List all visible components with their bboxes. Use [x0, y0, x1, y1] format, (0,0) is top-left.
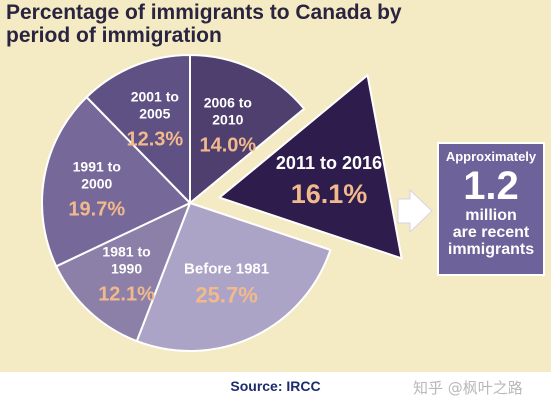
slice-value: 25.7% [195, 283, 257, 308]
source-note: Source: IRCC [230, 378, 321, 394]
chart-title: Percentage of immigrants to Canada by pe… [6, 1, 402, 47]
slice-label: 2010 [212, 112, 243, 128]
slice-label: 2000 [81, 175, 112, 191]
slice-value: 14.0% [199, 135, 256, 157]
pie-slice-2001-to-2005 [85, 54, 191, 204]
slice-label: 1981 to [102, 243, 150, 259]
pie-slice-1981-to-1990 [55, 202, 191, 343]
slice-label: 2011 to 2016 [276, 153, 382, 173]
pie-slice-2011-to-2016 [218, 74, 403, 260]
watermark: 知乎 @枫叶之路 [413, 379, 523, 397]
pie-slice-1991-to-2000 [41, 96, 191, 268]
pie-slices [41, 54, 403, 352]
slice-value: 12.1% [98, 283, 155, 305]
callout-number: 1.2 [463, 164, 519, 208]
recent-immigrants-callout: Approximately 1.2 million are recent imm… [437, 142, 545, 276]
callout-approx-text: Approximately [445, 149, 537, 164]
slice-value: 19.7% [68, 198, 125, 220]
callout-unit: million [465, 207, 517, 224]
slice-label: Before 1981 [184, 261, 269, 278]
slice-label: 2006 to [204, 95, 252, 111]
callout-description: are recent immigrants [447, 224, 535, 258]
slice-label: 1990 [111, 260, 142, 276]
slice-label: 2001 to [131, 89, 179, 105]
slice-label: 2005 [139, 106, 170, 122]
slice-value: 16.1% [291, 179, 368, 209]
pie-slice-before-1981 [135, 202, 332, 352]
arrow-icon [397, 188, 433, 234]
pie-slice-2006-to-2010 [189, 54, 306, 204]
slice-value: 12.3% [126, 129, 183, 151]
slice-label: 1991 to [73, 158, 121, 174]
